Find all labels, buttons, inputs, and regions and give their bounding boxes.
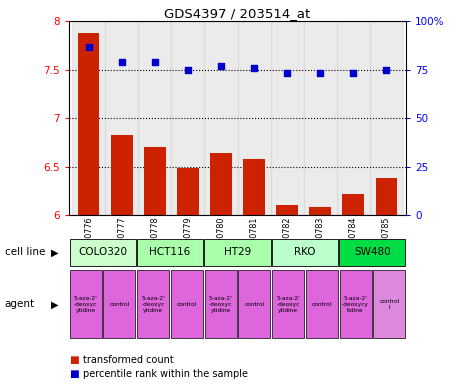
Bar [272,270,304,338]
Bar [177,167,199,215]
Bar [210,153,232,215]
Bar [370,21,403,215]
Bar [238,21,271,215]
Bar [144,147,166,215]
Text: control: control [312,302,332,307]
Bar [205,270,237,338]
Point [382,66,390,73]
Text: 5-aza-2'
-deoxyc
ytidine: 5-aza-2' -deoxyc ytidine [74,296,98,313]
Text: 5-aza-2'
-deoxyc
ytidine: 5-aza-2' -deoxyc ytidine [209,296,233,313]
Bar [243,159,265,215]
Text: ■: ■ [69,355,79,365]
Text: COLO320: COLO320 [78,247,127,258]
Bar [373,270,405,338]
Bar [376,178,397,215]
Text: cell line: cell line [5,247,45,258]
Point [217,63,225,69]
Title: GDS4397 / 203514_at: GDS4397 / 203514_at [164,7,311,20]
Text: control: control [177,302,197,307]
Point [250,65,258,71]
Text: agent: agent [5,299,35,310]
Point [151,59,159,65]
Bar [171,21,204,215]
Bar [271,21,304,215]
Text: 5-aza-2'
-deoxyc
ytidine: 5-aza-2' -deoxyc ytidine [141,296,165,313]
Point [184,66,192,73]
Text: ▶: ▶ [51,299,58,310]
Text: ■: ■ [69,369,79,379]
Bar [342,194,364,215]
Point [316,70,324,76]
Bar [204,21,238,215]
Bar [339,239,406,266]
Bar [111,134,133,215]
Bar [309,207,331,215]
Text: HCT116: HCT116 [150,247,190,258]
Bar [337,21,370,215]
Bar [272,239,338,266]
Text: control: control [109,302,130,307]
Text: ▶: ▶ [51,247,58,258]
Text: percentile rank within the sample: percentile rank within the sample [83,369,248,379]
Bar [137,270,169,338]
Bar [78,33,99,215]
Text: HT29: HT29 [224,247,251,258]
Bar [340,270,371,338]
Text: transformed count: transformed count [83,355,174,365]
Text: 5-aza-2'
-deoxycy
tidine: 5-aza-2' -deoxycy tidine [342,296,369,313]
Bar [138,21,171,215]
Text: RKO: RKO [294,247,316,258]
Bar [70,270,102,338]
Point [118,59,125,65]
Point [350,70,357,76]
Bar [104,270,135,338]
Text: 5-aza-2'
-deoxyc
ytidine: 5-aza-2' -deoxyc ytidine [276,296,300,313]
Text: control: control [244,302,265,307]
Bar [171,270,203,338]
Bar [72,21,105,215]
Bar [238,270,270,338]
Point [85,44,93,50]
Point [283,70,291,76]
Text: SW480: SW480 [354,247,391,258]
Bar [304,21,337,215]
Bar [137,239,203,266]
Bar [105,21,138,215]
Text: control
l: control l [379,299,399,310]
Bar [276,205,298,215]
Bar [69,239,136,266]
Bar [306,270,338,338]
Bar [204,239,271,266]
